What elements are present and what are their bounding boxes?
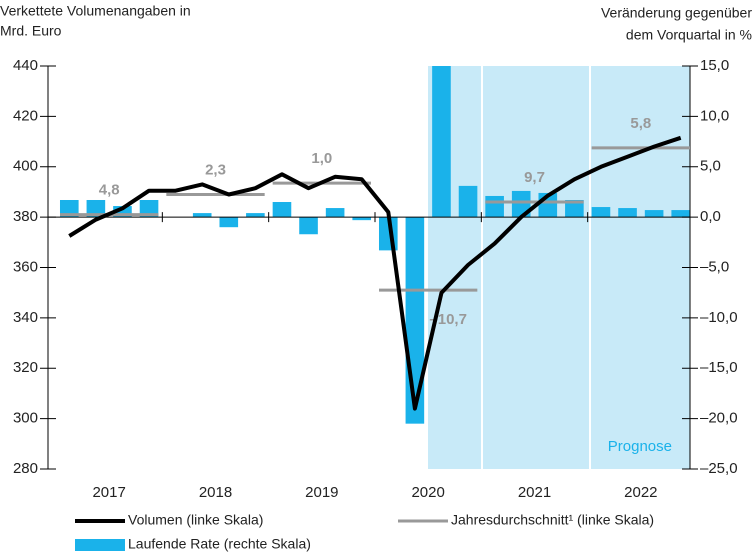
y-tick-label: 320 [13, 359, 38, 376]
annual-rate-label: 2,3 [205, 161, 226, 178]
y-tick-label: 300 [13, 410, 38, 427]
bar [458, 185, 478, 218]
annual-rate-label: 1,0 [311, 150, 332, 167]
bar [485, 195, 504, 218]
y2-tick-label: –25,0 [700, 460, 738, 477]
y2-tick-label: 10,0 [700, 107, 729, 124]
x-tick-label: 2019 [305, 484, 338, 501]
bar [591, 207, 611, 218]
x-tick-label: 2022 [624, 484, 657, 501]
bar [246, 213, 265, 218]
x-tick-label: 2021 [518, 484, 551, 501]
annual-rate-label: 9,7 [524, 169, 545, 186]
bar [299, 217, 318, 235]
y-tick-label: 380 [13, 208, 38, 225]
x-tick-label: 2020 [411, 484, 444, 501]
legend-swatch [75, 539, 125, 551]
bar [325, 208, 345, 218]
y2-title: dem Vorquartal in % [626, 27, 752, 43]
legend-label: Jahresdurchschnitt¹ (linke Skala) [451, 512, 654, 528]
bar [219, 217, 239, 228]
bar [272, 202, 292, 218]
line [68, 135, 682, 411]
y2-tick-label: –15,0 [700, 359, 738, 376]
bar [511, 190, 531, 218]
y2-tick-label: –10,0 [700, 309, 738, 326]
annual-rate-label: –10,7 [429, 311, 467, 328]
annual-rate-label: 5,8 [630, 115, 651, 132]
y-tick-label: 440 [13, 57, 38, 74]
bar [192, 213, 212, 218]
bar [618, 208, 637, 218]
bar [352, 217, 372, 221]
y2-tick-label: 15,0 [700, 57, 729, 74]
y-tick-label: 420 [13, 107, 38, 124]
bar [671, 210, 690, 218]
y2-title: Veränderung gegenüber [601, 5, 752, 21]
y2-tick-label: 5,0 [700, 158, 721, 175]
y-tick-label: 280 [13, 460, 38, 477]
bar [432, 66, 451, 218]
legend-label: Volumen (linke Skala) [128, 512, 263, 528]
y-tick-label: 360 [13, 258, 38, 275]
legend-label: Laufende Rate (rechte Skala) [128, 536, 311, 552]
forecast-area [483, 66, 589, 469]
bar [644, 210, 664, 218]
x-tick-label: 2017 [92, 484, 125, 501]
annual-rate-label: 4,8 [99, 182, 120, 199]
bar [565, 199, 584, 218]
bar [59, 199, 79, 218]
bar [139, 199, 159, 218]
forecast-area [591, 66, 690, 469]
y-tick-label: 400 [13, 158, 38, 175]
bar [405, 217, 425, 424]
y2-tick-label: –5,0 [700, 258, 729, 275]
y2-tick-label: –20,0 [700, 410, 738, 427]
y-title: Mrd. Euro [0, 23, 62, 39]
y2-tick-label: 0,0 [700, 208, 721, 225]
bar [86, 199, 106, 218]
y-tick-label: 340 [13, 309, 38, 326]
forecast-label: Prognose [608, 438, 672, 455]
x-tick-label: 2018 [199, 484, 232, 501]
y-title: Verkettete Volumenangaben in [0, 3, 191, 19]
bar [113, 206, 132, 218]
